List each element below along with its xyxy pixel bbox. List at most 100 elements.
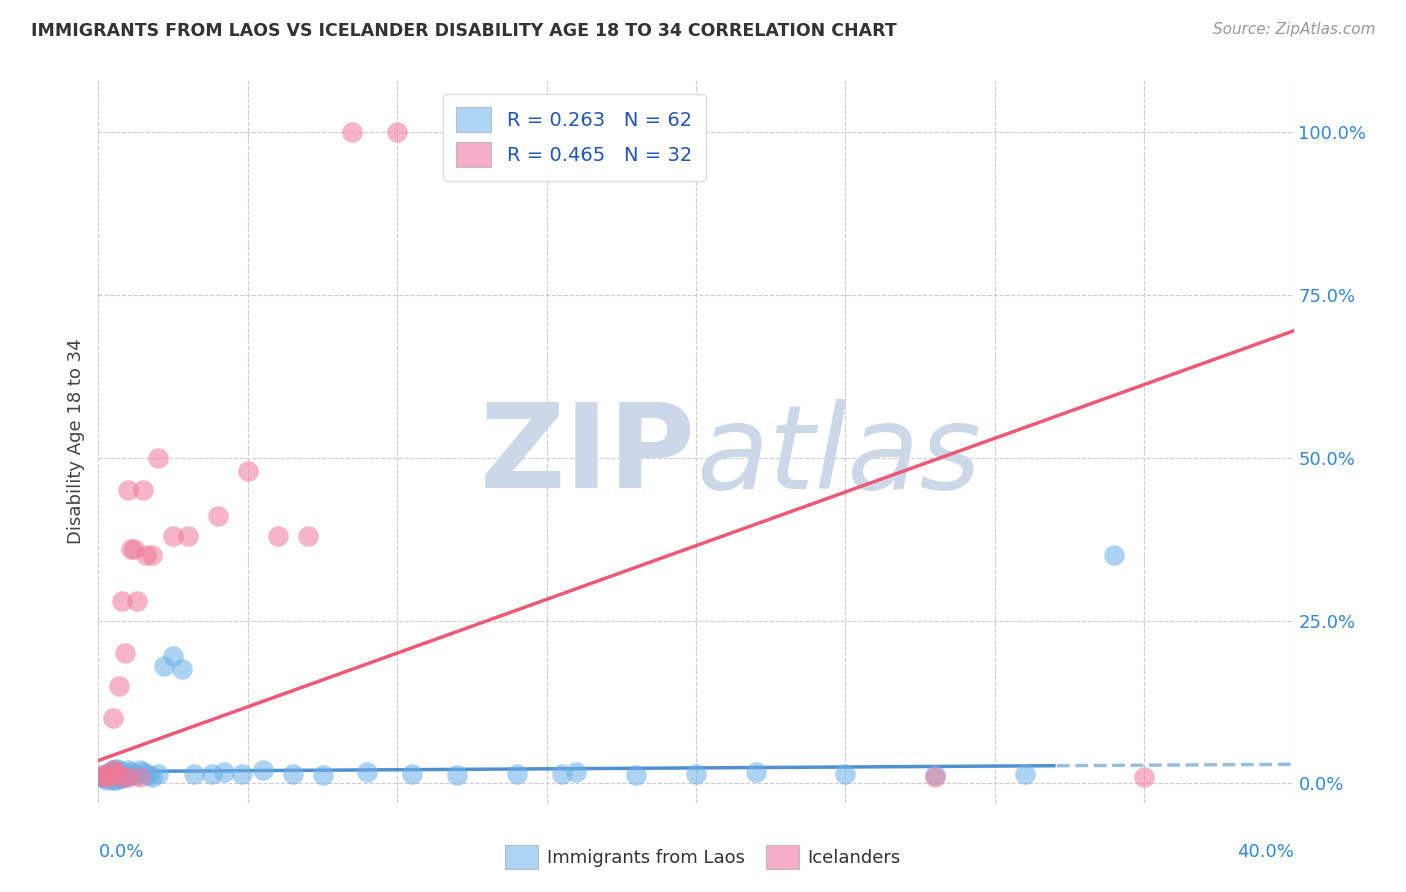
Legend: Immigrants from Laos, Icelanders: Immigrants from Laos, Icelanders bbox=[498, 838, 908, 876]
Text: Source: ZipAtlas.com: Source: ZipAtlas.com bbox=[1212, 22, 1375, 37]
Point bbox=[103, 711, 125, 725]
Point bbox=[745, 764, 768, 779]
Point bbox=[117, 770, 139, 784]
Point bbox=[93, 768, 115, 782]
Point bbox=[135, 549, 157, 563]
Point bbox=[105, 764, 128, 779]
Point bbox=[108, 766, 131, 780]
Point bbox=[103, 770, 125, 784]
Point bbox=[132, 483, 155, 498]
Point bbox=[105, 764, 128, 779]
Point bbox=[103, 766, 125, 780]
Text: IMMIGRANTS FROM LAOS VS ICELANDER DISABILITY AGE 18 TO 34 CORRELATION CHART: IMMIGRANTS FROM LAOS VS ICELANDER DISABI… bbox=[31, 22, 897, 40]
Point bbox=[124, 766, 146, 780]
Point bbox=[356, 764, 378, 779]
Point bbox=[132, 764, 155, 779]
Point bbox=[141, 549, 163, 563]
Point bbox=[98, 771, 122, 785]
Point bbox=[93, 770, 115, 784]
Point bbox=[98, 768, 122, 782]
Point bbox=[117, 766, 139, 780]
Point bbox=[90, 770, 112, 784]
Point bbox=[96, 766, 118, 780]
Point bbox=[212, 764, 235, 779]
Point bbox=[565, 764, 588, 779]
Point bbox=[297, 529, 319, 543]
Point bbox=[127, 594, 149, 608]
Point bbox=[162, 649, 184, 664]
Point bbox=[153, 659, 176, 673]
Point bbox=[385, 125, 409, 139]
Point bbox=[135, 766, 157, 780]
Point bbox=[120, 541, 142, 556]
Y-axis label: Disability Age 18 to 34: Disability Age 18 to 34 bbox=[66, 339, 84, 544]
Point bbox=[96, 772, 118, 787]
Point bbox=[103, 772, 125, 787]
Point bbox=[111, 594, 134, 608]
Point bbox=[127, 768, 149, 782]
Point bbox=[177, 529, 200, 543]
Point bbox=[311, 768, 333, 782]
Point bbox=[342, 125, 364, 139]
Text: 40.0%: 40.0% bbox=[1237, 843, 1294, 861]
Point bbox=[114, 646, 136, 660]
Legend: R = 0.263   N = 62, R = 0.465   N = 32: R = 0.263 N = 62, R = 0.465 N = 32 bbox=[443, 94, 706, 180]
Point bbox=[103, 764, 125, 778]
Point bbox=[93, 771, 115, 785]
Point bbox=[98, 770, 122, 784]
Point bbox=[924, 770, 946, 784]
Point bbox=[148, 766, 170, 780]
Point bbox=[252, 764, 274, 778]
Point bbox=[111, 771, 134, 785]
Point bbox=[236, 464, 259, 478]
Point bbox=[120, 764, 142, 779]
Point bbox=[401, 766, 423, 780]
Point bbox=[201, 766, 224, 780]
Point bbox=[924, 768, 946, 782]
Point bbox=[120, 768, 142, 782]
Point bbox=[267, 529, 290, 543]
Point bbox=[207, 509, 229, 524]
Point bbox=[834, 766, 856, 780]
Point bbox=[108, 764, 131, 778]
Point bbox=[90, 768, 112, 782]
Point bbox=[105, 772, 128, 787]
Point bbox=[446, 768, 468, 782]
Point bbox=[105, 770, 128, 784]
Point bbox=[506, 766, 529, 780]
Point bbox=[1104, 549, 1126, 563]
Point bbox=[96, 766, 118, 780]
Point bbox=[111, 768, 134, 782]
Point bbox=[1133, 770, 1156, 784]
Text: 0.0%: 0.0% bbox=[98, 843, 143, 861]
Point bbox=[111, 764, 134, 779]
Point bbox=[117, 483, 139, 498]
Point bbox=[1014, 766, 1036, 780]
Point bbox=[129, 770, 152, 784]
Point bbox=[105, 766, 128, 780]
Point bbox=[105, 766, 128, 780]
Point bbox=[141, 770, 163, 784]
Point bbox=[124, 541, 146, 556]
Point bbox=[108, 770, 131, 784]
Point bbox=[626, 768, 648, 782]
Point bbox=[162, 529, 184, 543]
Point bbox=[114, 766, 136, 780]
Point bbox=[98, 764, 122, 779]
Point bbox=[129, 764, 152, 778]
Point bbox=[117, 764, 139, 778]
Point bbox=[183, 766, 205, 780]
Text: ZIP: ZIP bbox=[479, 399, 696, 514]
Point bbox=[281, 766, 304, 780]
Point bbox=[103, 764, 125, 778]
Point bbox=[96, 770, 118, 784]
Point bbox=[108, 679, 131, 693]
Point bbox=[148, 450, 170, 465]
Point bbox=[685, 766, 707, 780]
Text: atlas: atlas bbox=[696, 399, 981, 513]
Point bbox=[172, 662, 194, 676]
Point bbox=[138, 768, 160, 782]
Point bbox=[231, 766, 253, 780]
Point bbox=[111, 770, 134, 784]
Point bbox=[108, 771, 131, 785]
